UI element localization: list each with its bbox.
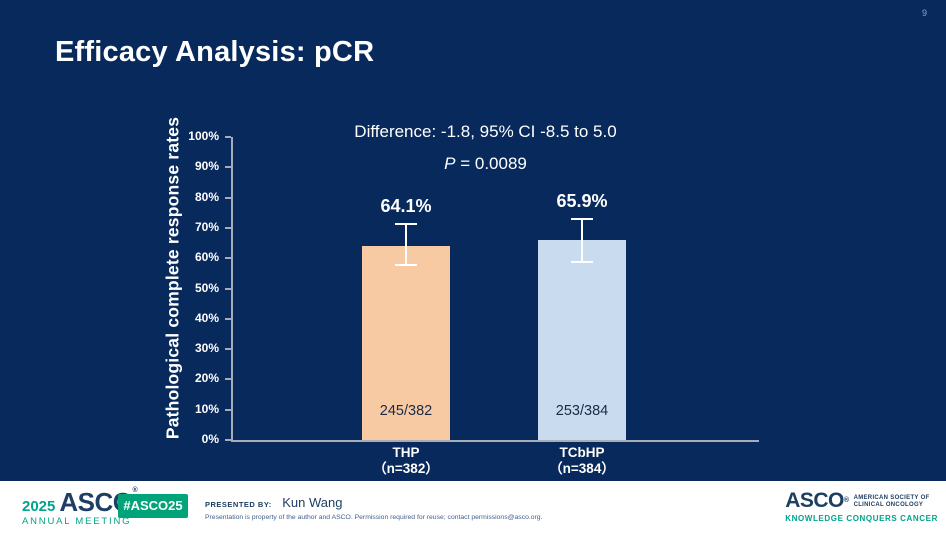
hashtag-badge: #ASCO25 [118,494,188,518]
asco-society-logo: ASCO® AMERICAN SOCIETY OF CLINICAL ONCOL… [785,489,938,523]
presented-by-label: PRESENTED BY: [205,500,272,509]
error-bar-cap-bottom [395,263,417,266]
error-bar-cap-top [571,217,593,220]
bar-category-line2: （n=384） [549,461,615,476]
error-bar-cap-bottom [571,261,593,264]
permission-disclaimer: Presentation is property of the author a… [205,514,543,521]
bar-value-label: 64.1% [380,195,432,216]
y-tick-mark [225,378,231,381]
asco-society-logo-row: ASCO® AMERICAN SOCIETY OF CLINICAL ONCOL… [785,489,938,512]
error-bar-line [405,223,407,265]
y-tick-label: 70% [194,219,219,234]
bar-category-line2: （n=382） [373,461,439,476]
error-bar-cap-top [395,222,417,225]
y-tick-label: 60% [194,250,219,265]
y-tick-mark [225,136,231,138]
presented-by: PRESENTED BY: Kun Wang [205,494,342,512]
y-tick-mark [225,408,231,411]
x-axis-line [231,440,759,442]
y-tick-mark [225,317,231,320]
p-value-text: = 0.0089 [455,154,527,173]
y-tick-mark [225,287,231,290]
footer-bar: 2025 ASCO® ANNUAL MEETING #ASCO25 PRESEN… [0,481,946,534]
y-tick-mark [225,439,231,441]
society-name-line2: CLINICAL ONCOLOGY [853,502,924,508]
y-tick-mark [225,257,231,260]
bar-fraction-label: 253/384 [555,403,609,419]
bar-category-line1: THP [392,445,420,460]
society-name: AMERICAN SOCIETY OF CLINICAL ONCOLOGY [854,495,930,509]
y-tick-label: 0% [201,432,219,446]
society-name-line1: AMERICAN SOCIETY OF [853,495,930,501]
p-symbol: P [444,154,456,173]
y-tick-label: 90% [194,159,219,174]
bar-category-line1: TCbHP [559,445,605,460]
p-value-annotation: P = 0.0089 [222,154,749,174]
logo-year: 2025 [22,498,56,515]
difference-annotation: Difference: -1.8, 95% CI -8.5 to 5.0 [354,122,617,141]
error-bar-line [581,218,583,263]
logo-asco-wordmark: ASCO® [785,489,849,512]
y-tick-mark [225,348,231,351]
slide-title: Efficacy Analysis: pCR [55,36,375,68]
page-number: 9 [921,8,927,18]
y-tick-label: 30% [194,341,219,356]
y-tick-mark [225,196,231,199]
registered-mark-icon: ® [843,497,849,504]
presenter-name: Kun Wang [282,495,343,510]
y-tick-mark [225,166,231,169]
y-axis-line [231,137,233,440]
bar-category-label: THP （n=382） [321,445,491,477]
y-tick-label: 40% [194,310,219,325]
registered-mark-icon: ® [132,487,138,494]
y-tick-mark [225,226,231,229]
bar [538,240,626,440]
y-tick-label: 20% [194,371,219,386]
logo-subtitle: ANNUAL MEETING [22,516,132,527]
bar-category-label: TCbHP （n=384） [497,445,667,477]
y-tick-label: 100% [188,129,219,143]
bar-fraction-label: 245/382 [379,403,433,419]
bar-value-label: 65.9% [556,190,608,211]
bar [362,245,450,440]
society-tagline: KNOWLEDGE CONQUERS CANCER [785,514,938,523]
y-tick-label: 10% [194,401,219,416]
y-tick-label: 80% [194,189,219,204]
y-tick-label: 50% [194,280,219,295]
